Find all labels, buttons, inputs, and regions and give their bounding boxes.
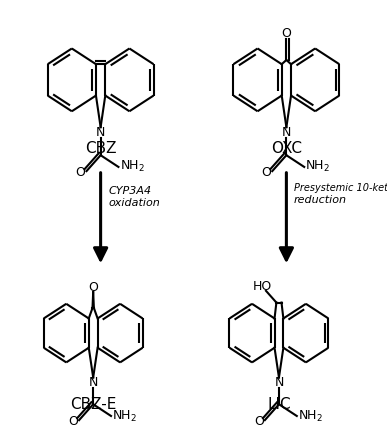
Text: CYP3A4: CYP3A4	[108, 186, 151, 196]
Text: O: O	[261, 166, 271, 179]
Text: O: O	[281, 27, 291, 40]
Text: O: O	[68, 415, 78, 428]
Text: O: O	[254, 415, 264, 428]
Text: O: O	[88, 280, 98, 293]
Text: NH$_2$: NH$_2$	[112, 409, 137, 423]
Text: NH$_2$: NH$_2$	[305, 160, 330, 174]
Text: oxidation: oxidation	[108, 198, 160, 208]
Text: HO: HO	[253, 280, 272, 293]
Text: N: N	[89, 376, 98, 389]
Text: LIC: LIC	[267, 397, 291, 412]
Text: Presystemic 10-keto: Presystemic 10-keto	[294, 183, 387, 193]
Text: CBZ: CBZ	[85, 141, 116, 157]
Text: NH$_2$: NH$_2$	[298, 409, 323, 423]
Text: CBZ-E: CBZ-E	[70, 397, 116, 412]
Text: O: O	[75, 166, 86, 179]
Text: N: N	[96, 126, 105, 139]
Text: NH$_2$: NH$_2$	[120, 160, 145, 174]
Text: N: N	[274, 376, 284, 389]
Text: OXC: OXC	[271, 141, 302, 157]
Text: reduction: reduction	[294, 195, 347, 205]
Text: N: N	[282, 126, 291, 139]
